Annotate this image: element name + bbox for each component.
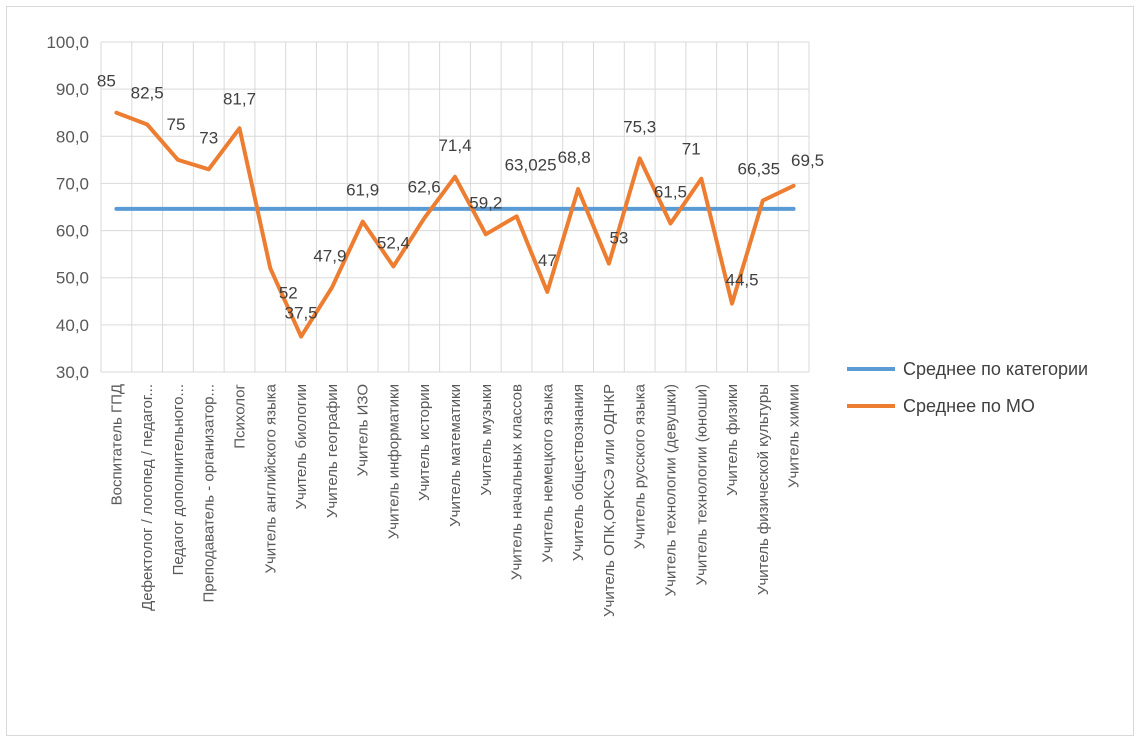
x-category-label: Учитель технологии (девушки) <box>662 384 679 596</box>
x-category-label: Учитель начальных классов <box>509 384 526 580</box>
x-category-label: Учитель английского языка <box>262 383 279 573</box>
x-category-label: Учитель немецкого языка <box>539 383 556 562</box>
data-labels: 85 82,575 73 81,7 52 37,5 47,9 61,9 52,4 62,6 71,4… <box>97 72 824 323</box>
y-tick-label: 50,0 <box>56 269 89 288</box>
data-label: 71 <box>682 140 701 159</box>
data-label: 44,5 <box>725 271 758 290</box>
chart-frame: 30,0 40,0 50,0 60,0 70,0 80,0 90,0 100,0 Воспит… <box>6 6 1134 736</box>
data-label: 47 <box>538 251 557 270</box>
data-label: 61,9 <box>346 181 379 200</box>
data-label: 73 <box>199 128 218 147</box>
y-axis-ticks: 30,0 40,0 50,0 60,0 70,0 80,0 90,0 100,0 <box>46 33 89 382</box>
x-category-label: Учитель музыки <box>478 384 495 496</box>
x-category-label: Учитель физики <box>724 384 741 496</box>
x-category-label: Психолог <box>232 383 249 448</box>
x-category-label: Преподаватель - организатор... <box>201 384 218 603</box>
data-label: 71,4 <box>438 136 471 155</box>
data-label: 82,5 <box>131 84 164 103</box>
x-category-label: Учитель химии <box>786 384 803 488</box>
data-label: 52,4 <box>377 233 410 252</box>
data-label: 52 <box>279 283 298 302</box>
data-label: 63,025 <box>505 155 557 174</box>
data-label: 75 <box>166 115 185 134</box>
y-tick-label: 80,0 <box>56 127 89 146</box>
data-label: 81,7 <box>223 89 256 108</box>
x-category-label: Учитель русского языка <box>632 383 649 549</box>
x-category-label: Учитель истории <box>416 384 433 501</box>
y-tick-label: 100,0 <box>46 33 89 52</box>
data-label: 47,9 <box>313 247 346 266</box>
y-tick-label: 40,0 <box>56 316 89 335</box>
x-category-label: Учитель географии <box>324 384 341 518</box>
x-category-label: Учитель биологии <box>293 384 310 509</box>
x-category-label: Учитель информатики <box>385 384 402 539</box>
y-tick-label: 60,0 <box>56 222 89 241</box>
x-category-label: Учитель технологии (юноши) <box>693 384 710 585</box>
data-label: 75,3 <box>623 117 656 136</box>
x-category-label: Учитель ИЗО <box>355 384 372 476</box>
data-label: 85 <box>97 72 116 91</box>
legend-label: Среднее по МО <box>903 396 1035 416</box>
x-category-label: Учитель обществознания <box>570 384 587 561</box>
data-label: 59,2 <box>469 193 502 212</box>
x-category-label: Учитель математики <box>447 384 464 527</box>
legend: Среднее по категории Среднее по МО <box>847 359 1088 416</box>
series-line-mo-average <box>114 110 796 339</box>
x-axis-categories: Воспитатель ГПД Дефектолог / логопед / пе… <box>108 383 802 617</box>
data-label: 62,6 <box>408 177 441 196</box>
data-label: 66,35 <box>738 160 781 179</box>
line-chart: 30,0 40,0 50,0 60,0 70,0 80,0 90,0 100,0 Воспит… <box>46 33 1088 617</box>
x-category-label: Педагог дополнительного... <box>170 384 187 575</box>
x-category-label: Учитель физической культуры <box>755 384 772 595</box>
series-lines <box>114 110 796 339</box>
data-label: 61,5 <box>654 183 687 202</box>
x-category-label: Воспитатель ГПД <box>108 384 125 505</box>
data-label: 53 <box>609 229 628 248</box>
x-category-label: Учитель ОПК,ОРКСЭ или ОДНКР <box>601 384 618 617</box>
y-tick-label: 90,0 <box>56 80 89 99</box>
x-category-label: Дефектолог / логопед / педагог... <box>139 384 156 611</box>
y-tick-label: 30,0 <box>56 363 89 382</box>
data-label: 69,5 <box>791 151 824 170</box>
y-tick-label: 70,0 <box>56 174 89 193</box>
data-label: 37,5 <box>285 304 318 323</box>
data-label: 68,8 <box>558 148 591 167</box>
legend-label: Среднее по категории <box>903 359 1088 379</box>
